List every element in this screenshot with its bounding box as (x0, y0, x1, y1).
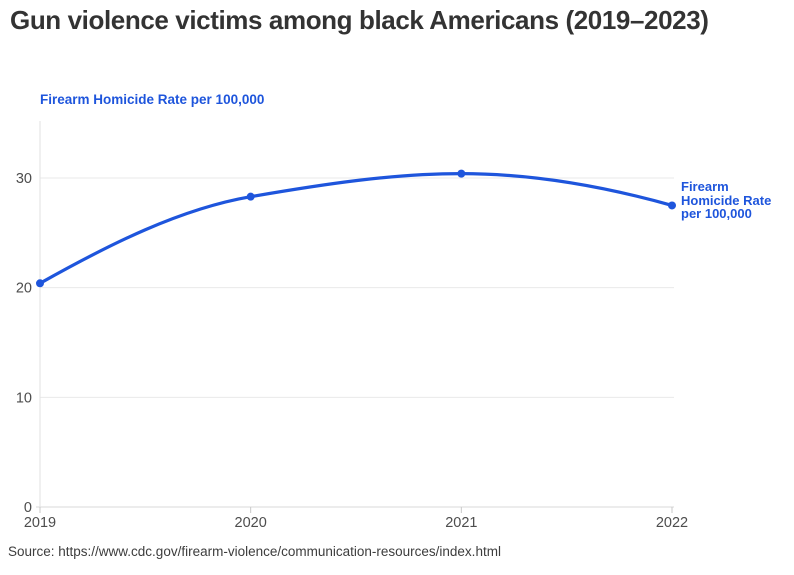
x-tick-label: 2020 (235, 515, 267, 531)
chart-title: Gun violence victims among black America… (10, 5, 709, 35)
y-axis-title: Firearm Homicide Rate per 100,000 (40, 92, 265, 107)
x-tick-label: 2021 (445, 515, 477, 531)
y-tick-label: 20 (16, 281, 32, 297)
data-point (36, 279, 44, 288)
series-line (38, 172, 674, 285)
y-tick-label: 0 (24, 500, 32, 516)
source-note: Source: https://www.cdc.gov/firearm-viol… (8, 544, 501, 559)
x-tick-label: 2022 (656, 515, 688, 531)
series-end-label: Firearm Homicide Rate per 100,000 (681, 179, 772, 222)
x-tick-label: 2019 (24, 515, 56, 531)
data-point (246, 192, 255, 201)
line-chart: 0 10 20 30 2019 2020 2021 2022 (16, 121, 688, 531)
data-point (668, 201, 676, 210)
chart-area: 0 10 20 30 2019 2020 2021 2022 Firearm Homicide… (0, 110, 794, 545)
y-tick-label: 10 (16, 390, 32, 406)
y-tick-label: 30 (16, 171, 32, 187)
data-point (457, 169, 466, 178)
